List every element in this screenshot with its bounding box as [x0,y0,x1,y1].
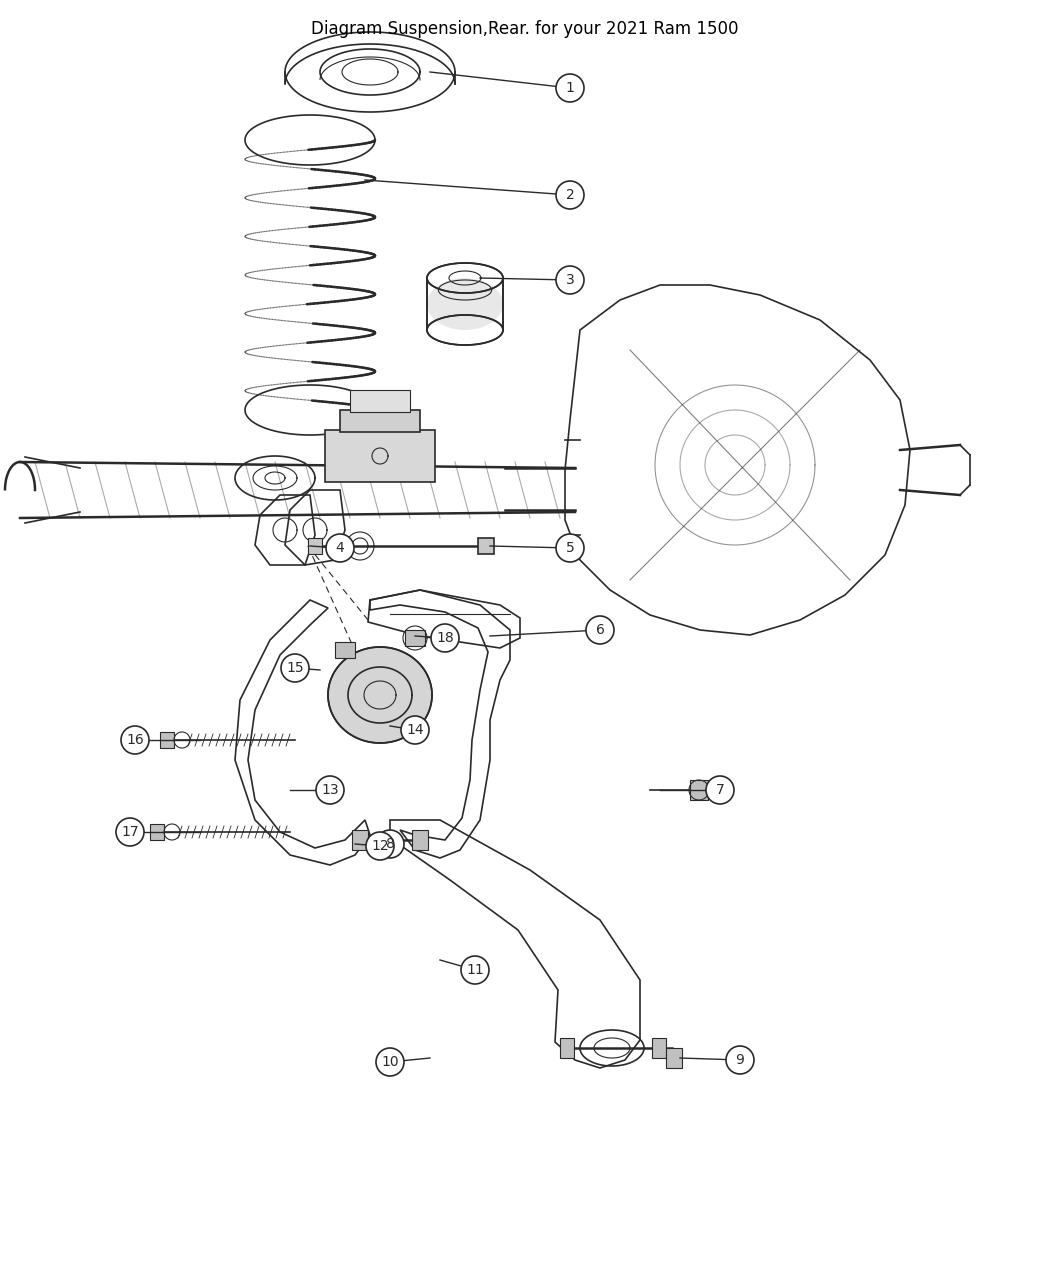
Text: 14: 14 [406,723,424,737]
FancyBboxPatch shape [340,411,420,432]
FancyBboxPatch shape [412,830,428,850]
Circle shape [281,654,309,682]
FancyBboxPatch shape [350,390,410,412]
Circle shape [726,1046,754,1074]
Text: 2: 2 [566,187,574,201]
Circle shape [401,717,429,745]
Ellipse shape [328,646,432,743]
Circle shape [461,956,489,984]
Circle shape [316,776,344,805]
FancyBboxPatch shape [150,824,164,840]
Circle shape [121,725,149,754]
Circle shape [326,534,354,562]
Circle shape [556,534,584,562]
FancyBboxPatch shape [690,780,708,799]
FancyBboxPatch shape [652,1038,666,1058]
Circle shape [376,1048,404,1076]
FancyBboxPatch shape [405,630,425,646]
Text: 6: 6 [595,623,605,638]
Text: 5: 5 [566,541,574,555]
Text: 8: 8 [385,836,395,850]
Circle shape [366,833,394,861]
Text: 13: 13 [321,783,339,797]
Text: 15: 15 [287,660,303,674]
Text: 7: 7 [716,783,724,797]
Circle shape [556,266,584,295]
Text: 12: 12 [372,839,388,853]
Circle shape [376,830,404,858]
Text: 16: 16 [126,733,144,747]
Text: 18: 18 [436,631,454,645]
Circle shape [556,181,584,209]
Text: 17: 17 [121,825,139,839]
FancyBboxPatch shape [308,538,322,555]
FancyBboxPatch shape [478,538,493,555]
FancyBboxPatch shape [326,430,435,482]
Text: 1: 1 [566,82,574,96]
Text: Diagram Suspension,Rear. for your 2021 Ram 1500: Diagram Suspension,Rear. for your 2021 R… [311,20,739,38]
Circle shape [556,74,584,102]
FancyBboxPatch shape [666,1048,683,1068]
Circle shape [430,623,459,652]
Text: 3: 3 [566,273,574,287]
FancyBboxPatch shape [335,643,355,658]
Text: 4: 4 [336,541,344,555]
Circle shape [116,819,144,847]
FancyBboxPatch shape [560,1038,574,1058]
FancyBboxPatch shape [352,830,367,850]
FancyBboxPatch shape [160,732,174,748]
Circle shape [706,776,734,805]
Text: 9: 9 [736,1053,744,1067]
Ellipse shape [427,278,503,330]
Text: 10: 10 [381,1054,399,1068]
Text: 11: 11 [466,963,484,977]
Circle shape [586,616,614,644]
